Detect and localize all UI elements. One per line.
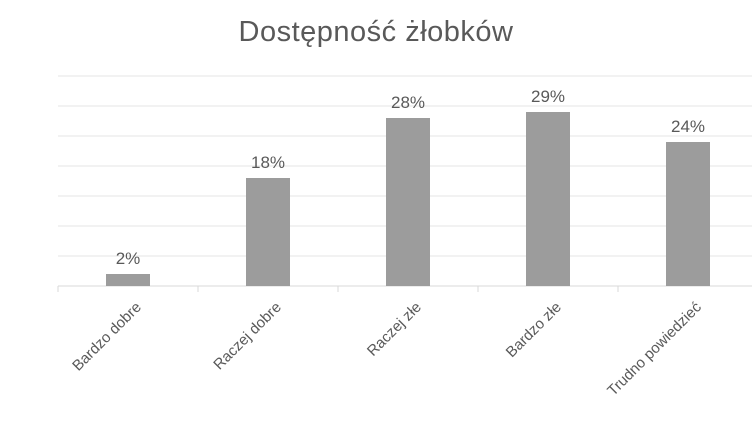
x-tick-label-4: Bardzo złe — [503, 299, 565, 361]
x-tick-label-2: Raczej dobre — [210, 299, 285, 374]
data-label-1: 2% — [116, 249, 141, 268]
x-tick-labels: Bardzo dobre Raczej dobre Raczej złe Bardzo… — [69, 298, 705, 399]
data-label-3: 28% — [391, 93, 425, 112]
data-labels: 2% 18% 28% 29% 24% — [116, 87, 705, 268]
bar-4 — [526, 112, 570, 286]
bars — [106, 112, 710, 286]
data-label-4: 29% — [531, 87, 565, 106]
bar-2 — [246, 178, 290, 286]
data-label-2: 18% — [251, 153, 285, 172]
bar-1 — [106, 274, 150, 286]
x-tick-label-3: Raczej złe — [364, 299, 425, 360]
bar-3 — [386, 118, 430, 286]
data-label-5: 24% — [671, 117, 705, 136]
x-tick-label-5: Trudno powiedzieć — [604, 298, 705, 399]
x-tick-label-1: Bardzo dobre — [69, 299, 145, 375]
chart-title: Dostępność żłobków — [238, 16, 514, 48]
bar-5 — [666, 142, 710, 286]
